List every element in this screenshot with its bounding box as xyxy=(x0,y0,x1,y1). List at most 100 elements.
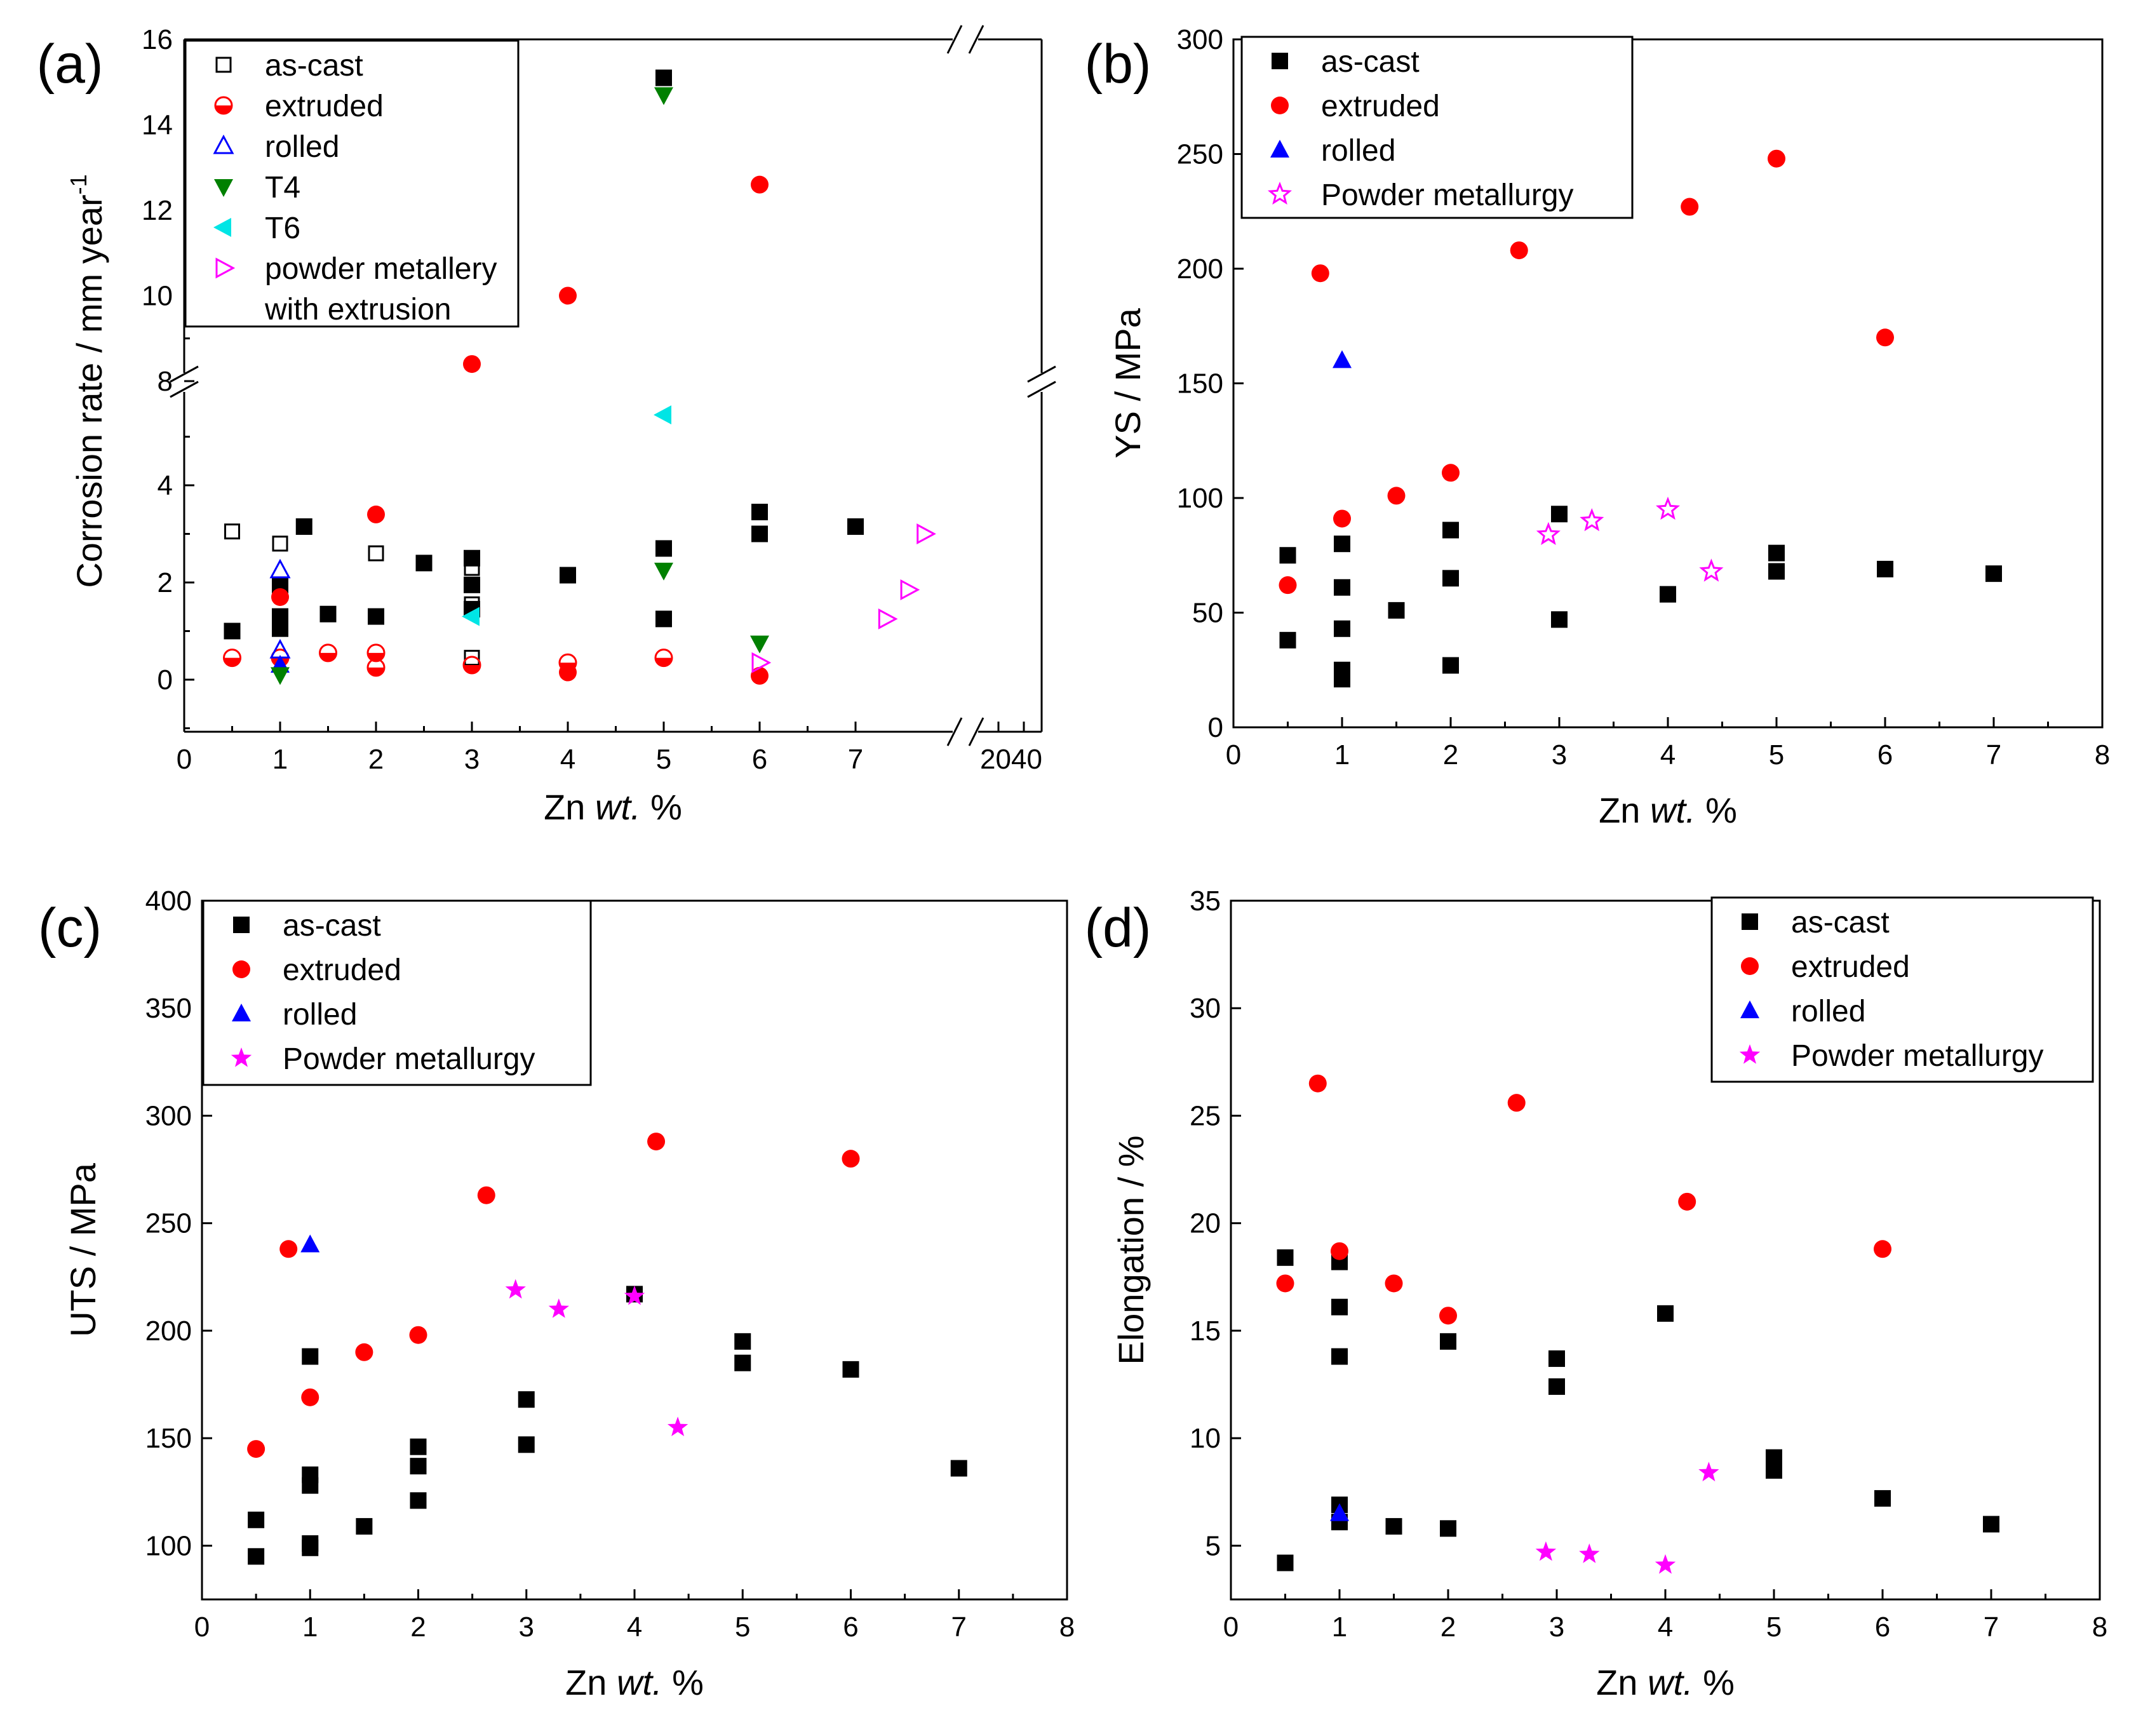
panel-c: 0 1 2 3 4 5 6 7 8 100 150 200 250 300 350 400 as-cast ext… xyxy=(38,885,1075,1702)
data-point xyxy=(271,667,290,685)
data-point xyxy=(271,588,289,606)
legend-marker xyxy=(1740,1000,1759,1018)
data-point xyxy=(1439,1307,1457,1325)
data-point xyxy=(1333,509,1351,528)
data-point xyxy=(224,523,240,540)
data-point xyxy=(751,504,768,521)
data-point xyxy=(559,286,577,305)
data-point xyxy=(1442,657,1459,674)
data-point xyxy=(1388,602,1405,619)
data-point xyxy=(1874,1490,1891,1507)
data-point xyxy=(1548,1378,1565,1395)
data-point xyxy=(302,1477,319,1494)
x-tick-label: 6 xyxy=(752,744,767,775)
x-axis-label: Zn wt. % xyxy=(1596,1662,1735,1702)
x-tick-label: 0 xyxy=(177,744,192,775)
x-tick-label: 2040 xyxy=(980,744,1042,775)
data-point xyxy=(1330,1503,1349,1521)
legend-marker xyxy=(215,257,236,279)
x-tick-label: 0 xyxy=(194,1612,210,1643)
data-point xyxy=(410,1492,427,1509)
data-point xyxy=(1279,631,1296,649)
data-point xyxy=(1660,586,1676,603)
data-point xyxy=(462,656,481,675)
data-point xyxy=(247,1440,265,1458)
data-point xyxy=(1387,487,1406,505)
data-point xyxy=(356,1517,373,1535)
data-point xyxy=(1681,198,1699,216)
x-tick-label: 5 xyxy=(735,1612,750,1643)
x-axis-label: Zn wt. % xyxy=(565,1662,704,1702)
data-point xyxy=(368,545,384,562)
x-tick-label: 5 xyxy=(656,744,671,775)
data-point xyxy=(366,658,386,677)
data-point xyxy=(734,1333,751,1350)
data-point xyxy=(1331,1348,1348,1365)
panel-label: (d) xyxy=(1084,898,1151,959)
x-tick-label: 8 xyxy=(1059,1612,1075,1643)
data-point xyxy=(301,1388,319,1406)
data-point xyxy=(917,523,936,545)
y-tick-label: 12 xyxy=(142,195,173,226)
legend-box xyxy=(184,39,520,328)
data-point xyxy=(750,635,769,654)
x-tick-label: 3 xyxy=(464,744,480,775)
x-tick-label: 1 xyxy=(1332,1612,1347,1643)
x-axis-label: Zn wt. % xyxy=(1599,790,1737,830)
data-point xyxy=(1507,1094,1526,1112)
data-point xyxy=(1551,611,1568,628)
x-tick-label: 8 xyxy=(2095,739,2110,770)
axis-break-mark xyxy=(1027,365,1056,383)
legend-label: rolled xyxy=(283,998,357,1032)
data-point xyxy=(1766,1462,1782,1479)
legend-label: as-cast xyxy=(283,909,381,943)
x-tick-label: 2 xyxy=(1441,1612,1456,1643)
x-tick-label: 4 xyxy=(627,1612,642,1643)
axis-break-mark xyxy=(968,717,984,746)
legend-label: rolled xyxy=(1791,995,1865,1028)
data-point xyxy=(319,643,337,663)
data-point xyxy=(300,1234,320,1253)
x-tick-label: 6 xyxy=(1877,739,1893,770)
panel-d: 0 1 2 3 4 5 6 7 8 5 10 15 20 25 30 35 as-cast extruded rol… xyxy=(1084,885,2107,1702)
legend-box xyxy=(202,899,592,1086)
data-point xyxy=(1311,264,1329,283)
axis-break-mark xyxy=(968,25,984,54)
data-point xyxy=(410,1438,427,1455)
legend-label: as-cast xyxy=(1791,906,1890,939)
y-tick-label: 10 xyxy=(1190,1423,1221,1454)
y-axis-label: YS / MPa xyxy=(1108,307,1148,458)
data-point xyxy=(624,1285,645,1305)
data-point xyxy=(654,87,673,105)
data-point xyxy=(367,505,385,523)
legend-label: as-cast xyxy=(265,49,363,83)
data-point xyxy=(1277,1249,1294,1266)
data-point xyxy=(1334,535,1350,553)
data-point xyxy=(667,1416,688,1436)
data-point xyxy=(319,605,337,622)
data-point xyxy=(878,608,898,629)
data-point xyxy=(1440,1333,1456,1350)
data-point xyxy=(464,650,480,666)
data-point xyxy=(751,175,769,194)
y-tick-label: 200 xyxy=(145,1315,192,1347)
x-tick-label: 5 xyxy=(1766,1612,1782,1643)
data-point xyxy=(1548,1350,1565,1367)
legend-label: Powder metallurgy xyxy=(1321,178,1574,212)
legend-marker xyxy=(1741,957,1759,975)
data-point xyxy=(1678,1192,1696,1211)
panel-b: 0 1 2 3 4 5 6 7 8 0 50 100 150 200 250 300 as-cast extrud… xyxy=(1084,24,2110,830)
data-point xyxy=(1768,544,1785,562)
legend-marker xyxy=(232,1004,251,1021)
data-point xyxy=(1536,521,1561,545)
legend-marker xyxy=(214,179,233,197)
data-point xyxy=(1334,579,1350,596)
data-point xyxy=(1983,1516,1999,1533)
data-point xyxy=(518,1391,535,1408)
panel-label: (a) xyxy=(36,34,103,95)
y-tick-label: 100 xyxy=(145,1530,192,1561)
y-tick-label: 5 xyxy=(1206,1530,1221,1561)
data-point xyxy=(1331,1242,1348,1260)
data-point xyxy=(1655,496,1681,520)
